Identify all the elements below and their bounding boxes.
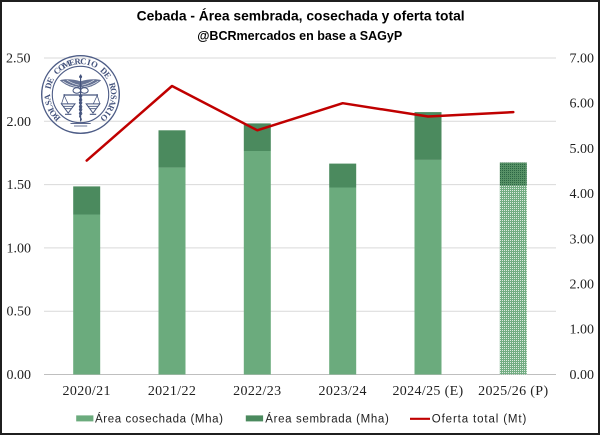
svg-text:L: L xyxy=(44,103,56,113)
svg-text:1.00: 1.00 xyxy=(570,323,595,338)
svg-text:Área sembrada (Mha): Área sembrada (Mha) xyxy=(265,413,389,426)
svg-text:2024/25 (E): 2024/25 (E) xyxy=(392,384,463,399)
svg-text:A: A xyxy=(42,93,53,101)
svg-text:S: S xyxy=(43,99,54,106)
svg-text:E: E xyxy=(68,57,76,68)
svg-text:2020/21: 2020/21 xyxy=(63,384,111,399)
svg-text:0.50: 0.50 xyxy=(7,305,32,320)
svg-text:O: O xyxy=(108,88,119,96)
svg-text:O: O xyxy=(89,58,100,70)
svg-text:C: C xyxy=(80,56,87,67)
svg-text:R: R xyxy=(105,103,117,114)
svg-text:6.00: 6.00 xyxy=(570,97,595,112)
svg-text:@BCRmercados en base a SAGyP: @BCRmercados en base a SAGyP xyxy=(197,28,402,43)
svg-text:Cebada - Área sembrada, cosech: Cebada - Área sembrada, cosechada y ofer… xyxy=(137,8,465,25)
svg-text:I: I xyxy=(103,109,114,118)
svg-text:7.00: 7.00 xyxy=(570,52,595,67)
svg-text:R: R xyxy=(74,56,82,67)
svg-text:D: D xyxy=(43,81,54,90)
svg-text:Oferta total (Mt): Oferta total (Mt) xyxy=(432,414,527,426)
svg-text:3.00: 3.00 xyxy=(570,232,595,247)
svg-text:2.00: 2.00 xyxy=(7,115,32,130)
svg-text:S: S xyxy=(109,94,119,100)
svg-text:R: R xyxy=(107,81,118,90)
svg-text:2025/26 (P): 2025/26 (P) xyxy=(478,384,548,399)
svg-text:A: A xyxy=(107,99,118,108)
svg-text:D: D xyxy=(98,65,109,76)
svg-text:E: E xyxy=(102,70,114,81)
svg-text:4.00: 4.00 xyxy=(570,187,595,202)
svg-text:2022/23: 2022/23 xyxy=(233,384,281,399)
svg-text:O: O xyxy=(56,61,67,73)
svg-text:O: O xyxy=(47,108,59,119)
svg-text:2.50: 2.50 xyxy=(6,52,31,67)
svg-text:I: I xyxy=(86,57,92,68)
svg-text:M: M xyxy=(61,58,73,70)
svg-text:5.00: 5.00 xyxy=(570,142,595,157)
svg-text:1.00: 1.00 xyxy=(7,241,32,256)
svg-text:0.00: 0.00 xyxy=(570,368,595,383)
svg-text:E: E xyxy=(45,75,57,85)
svg-text:0.00: 0.00 xyxy=(7,368,32,383)
svg-text:B: B xyxy=(51,112,62,123)
svg-text:2.00: 2.00 xyxy=(570,278,595,293)
svg-text:1.50: 1.50 xyxy=(7,178,32,193)
svg-text:C: C xyxy=(51,65,62,76)
svg-text:Área cosechada (Mha): Área cosechada (Mha) xyxy=(95,413,223,426)
svg-text:2023/24: 2023/24 xyxy=(319,384,367,399)
svg-text:2021/22: 2021/22 xyxy=(148,384,196,399)
